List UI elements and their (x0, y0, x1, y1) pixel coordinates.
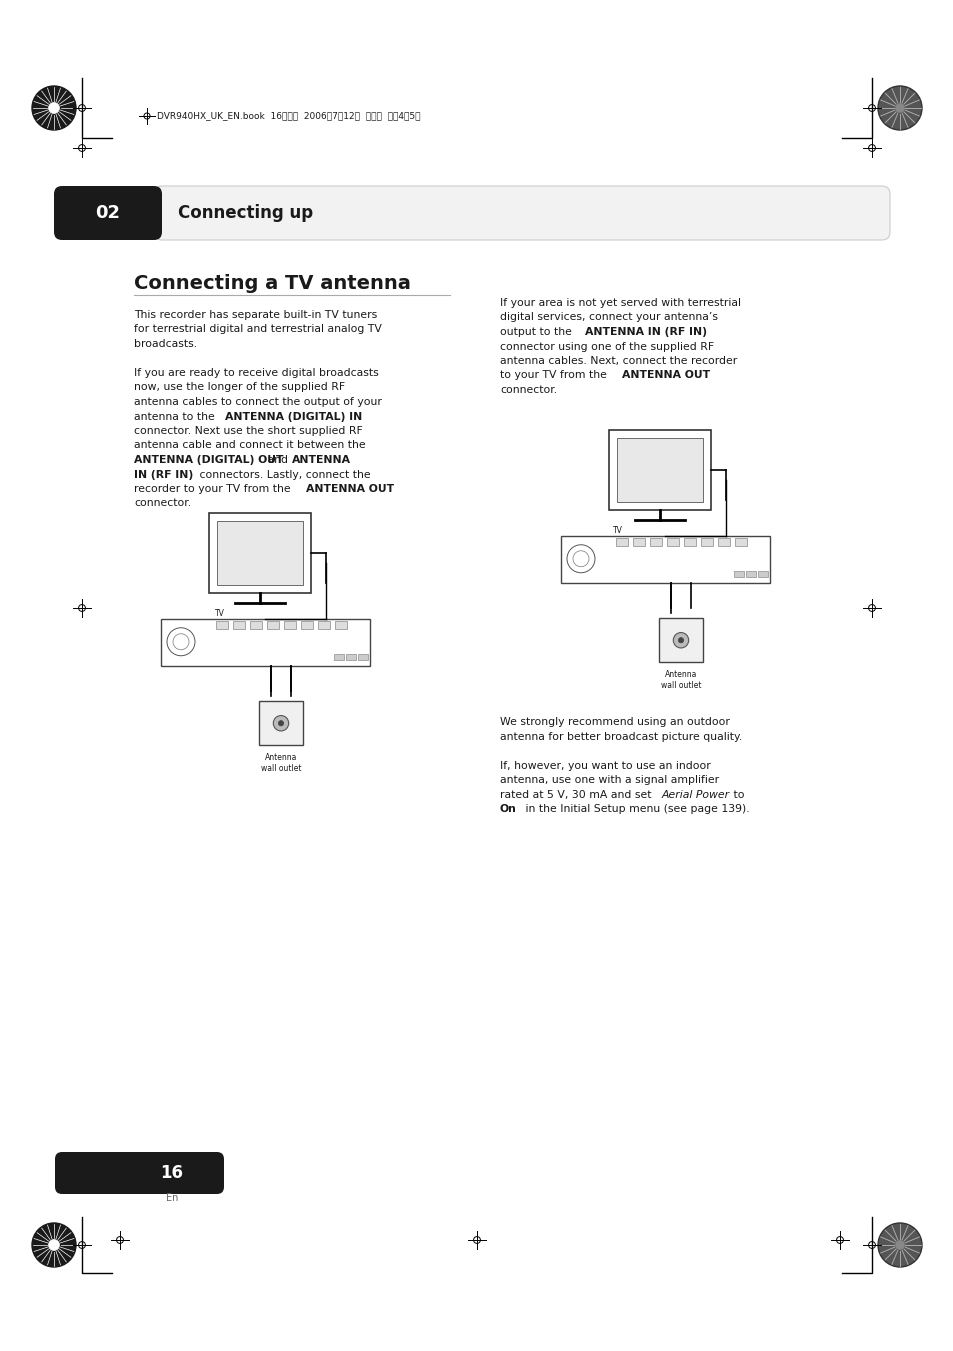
Text: If you are ready to receive digital broadcasts: If you are ready to receive digital broa… (133, 367, 378, 378)
Bar (733, 570, 743, 577)
Circle shape (32, 86, 76, 130)
Bar (258, 701, 303, 746)
Text: ANTENNA: ANTENNA (292, 455, 351, 465)
Text: connector using one of the supplied RF: connector using one of the supplied RF (499, 342, 714, 351)
Text: output to the: output to the (499, 327, 575, 336)
Bar (649, 538, 661, 546)
Text: connector. Next use the short supplied RF: connector. Next use the short supplied R… (133, 426, 362, 436)
Text: antenna cables to connect the output of your: antenna cables to connect the output of … (133, 397, 381, 407)
Bar (317, 620, 330, 628)
Bar (617, 438, 702, 503)
Bar (284, 620, 295, 628)
Bar (683, 538, 696, 546)
Text: rated at 5 V, 30 mA and set: rated at 5 V, 30 mA and set (499, 790, 655, 800)
Text: antenna cables. Next, connect the recorder: antenna cables. Next, connect the record… (499, 357, 737, 366)
Text: connectors. Lastly, connect the: connectors. Lastly, connect the (195, 470, 370, 480)
Text: IN (RF IN): IN (RF IN) (133, 470, 193, 480)
Text: and: and (264, 455, 292, 465)
Text: for terrestrial digital and terrestrial analog TV: for terrestrial digital and terrestrial … (133, 324, 381, 335)
FancyBboxPatch shape (55, 1152, 224, 1194)
FancyBboxPatch shape (54, 186, 162, 240)
Text: antenna for better broadcast picture quality.: antenna for better broadcast picture qua… (499, 732, 741, 742)
Circle shape (877, 86, 921, 130)
Text: If, however, you want to use an indoor: If, however, you want to use an indoor (499, 761, 710, 771)
Text: recorder to your TV from the: recorder to your TV from the (133, 484, 294, 494)
Text: TV: TV (613, 526, 622, 535)
Text: DVR940HX_UK_EN.book  16ページ  2006年7月12日  水曜日  午後4晎5分: DVR940HX_UK_EN.book 16ページ 2006年7月12日 水曜日… (157, 112, 420, 120)
Circle shape (49, 103, 59, 113)
Text: Antenna
wall outlet: Antenna wall outlet (660, 670, 700, 690)
Circle shape (877, 1223, 921, 1267)
Bar (233, 620, 245, 628)
Circle shape (49, 1239, 59, 1251)
Bar (745, 570, 755, 577)
Text: Aerial Power: Aerial Power (661, 790, 729, 800)
Bar (734, 538, 746, 546)
Text: digital services, connect your antenna’s: digital services, connect your antenna’s (499, 312, 718, 323)
Circle shape (32, 1223, 76, 1267)
Bar (334, 654, 344, 659)
Text: antenna cable and connect it between the: antenna cable and connect it between the (133, 440, 365, 450)
Circle shape (673, 632, 688, 648)
Bar (357, 654, 368, 659)
Text: ANTENNA (DIGITAL) OUT: ANTENNA (DIGITAL) OUT (133, 455, 283, 465)
Text: Antenna
wall outlet: Antenna wall outlet (260, 754, 301, 773)
Bar (161, 619, 370, 666)
Bar (758, 570, 767, 577)
Text: On: On (499, 804, 517, 815)
Text: antenna, use one with a signal amplifier: antenna, use one with a signal amplifier (499, 775, 719, 785)
Circle shape (678, 638, 683, 643)
Text: connector.: connector. (499, 385, 557, 394)
Text: TV: TV (214, 609, 225, 617)
FancyBboxPatch shape (153, 186, 889, 240)
Bar (659, 619, 702, 662)
Circle shape (895, 1240, 903, 1250)
Text: broadcasts.: broadcasts. (133, 339, 197, 349)
Bar (216, 521, 303, 585)
Text: Connecting up: Connecting up (178, 204, 313, 222)
Text: 02: 02 (95, 204, 120, 222)
Bar (250, 620, 262, 628)
Text: ANTENNA OUT: ANTENNA OUT (621, 370, 709, 381)
Bar (718, 538, 729, 546)
Text: ANTENNA (DIGITAL) IN: ANTENNA (DIGITAL) IN (225, 412, 362, 422)
Text: ANTENNA IN (RF IN): ANTENNA IN (RF IN) (584, 327, 706, 336)
Bar (633, 538, 644, 546)
Text: 16: 16 (160, 1165, 183, 1182)
Bar (335, 620, 347, 628)
Circle shape (895, 104, 903, 112)
Bar (209, 513, 311, 593)
Bar (267, 620, 278, 628)
Text: connector.: connector. (133, 499, 191, 508)
Circle shape (273, 716, 289, 731)
Bar (666, 538, 679, 546)
Text: to: to (729, 790, 743, 800)
Text: En: En (166, 1193, 178, 1202)
Text: antenna to the: antenna to the (133, 412, 218, 422)
Text: We strongly recommend using an outdoor: We strongly recommend using an outdoor (499, 717, 729, 727)
Text: This recorder has separate built-in TV tuners: This recorder has separate built-in TV t… (133, 309, 376, 320)
Bar (215, 620, 228, 628)
Text: to your TV from the: to your TV from the (499, 370, 610, 381)
Bar (346, 654, 355, 659)
Circle shape (278, 720, 283, 725)
Bar (608, 430, 710, 509)
Bar (616, 538, 627, 546)
Bar (560, 536, 769, 582)
Text: ANTENNA OUT: ANTENNA OUT (306, 484, 394, 494)
Bar (700, 538, 712, 546)
Text: If your area is not yet served with terrestrial: If your area is not yet served with terr… (499, 299, 740, 308)
Text: now, use the longer of the supplied RF: now, use the longer of the supplied RF (133, 382, 345, 393)
Bar (301, 620, 313, 628)
Text: Connecting a TV antenna: Connecting a TV antenna (133, 274, 411, 293)
Text: in the Initial Setup menu (see page 139).: in the Initial Setup menu (see page 139)… (521, 804, 749, 815)
